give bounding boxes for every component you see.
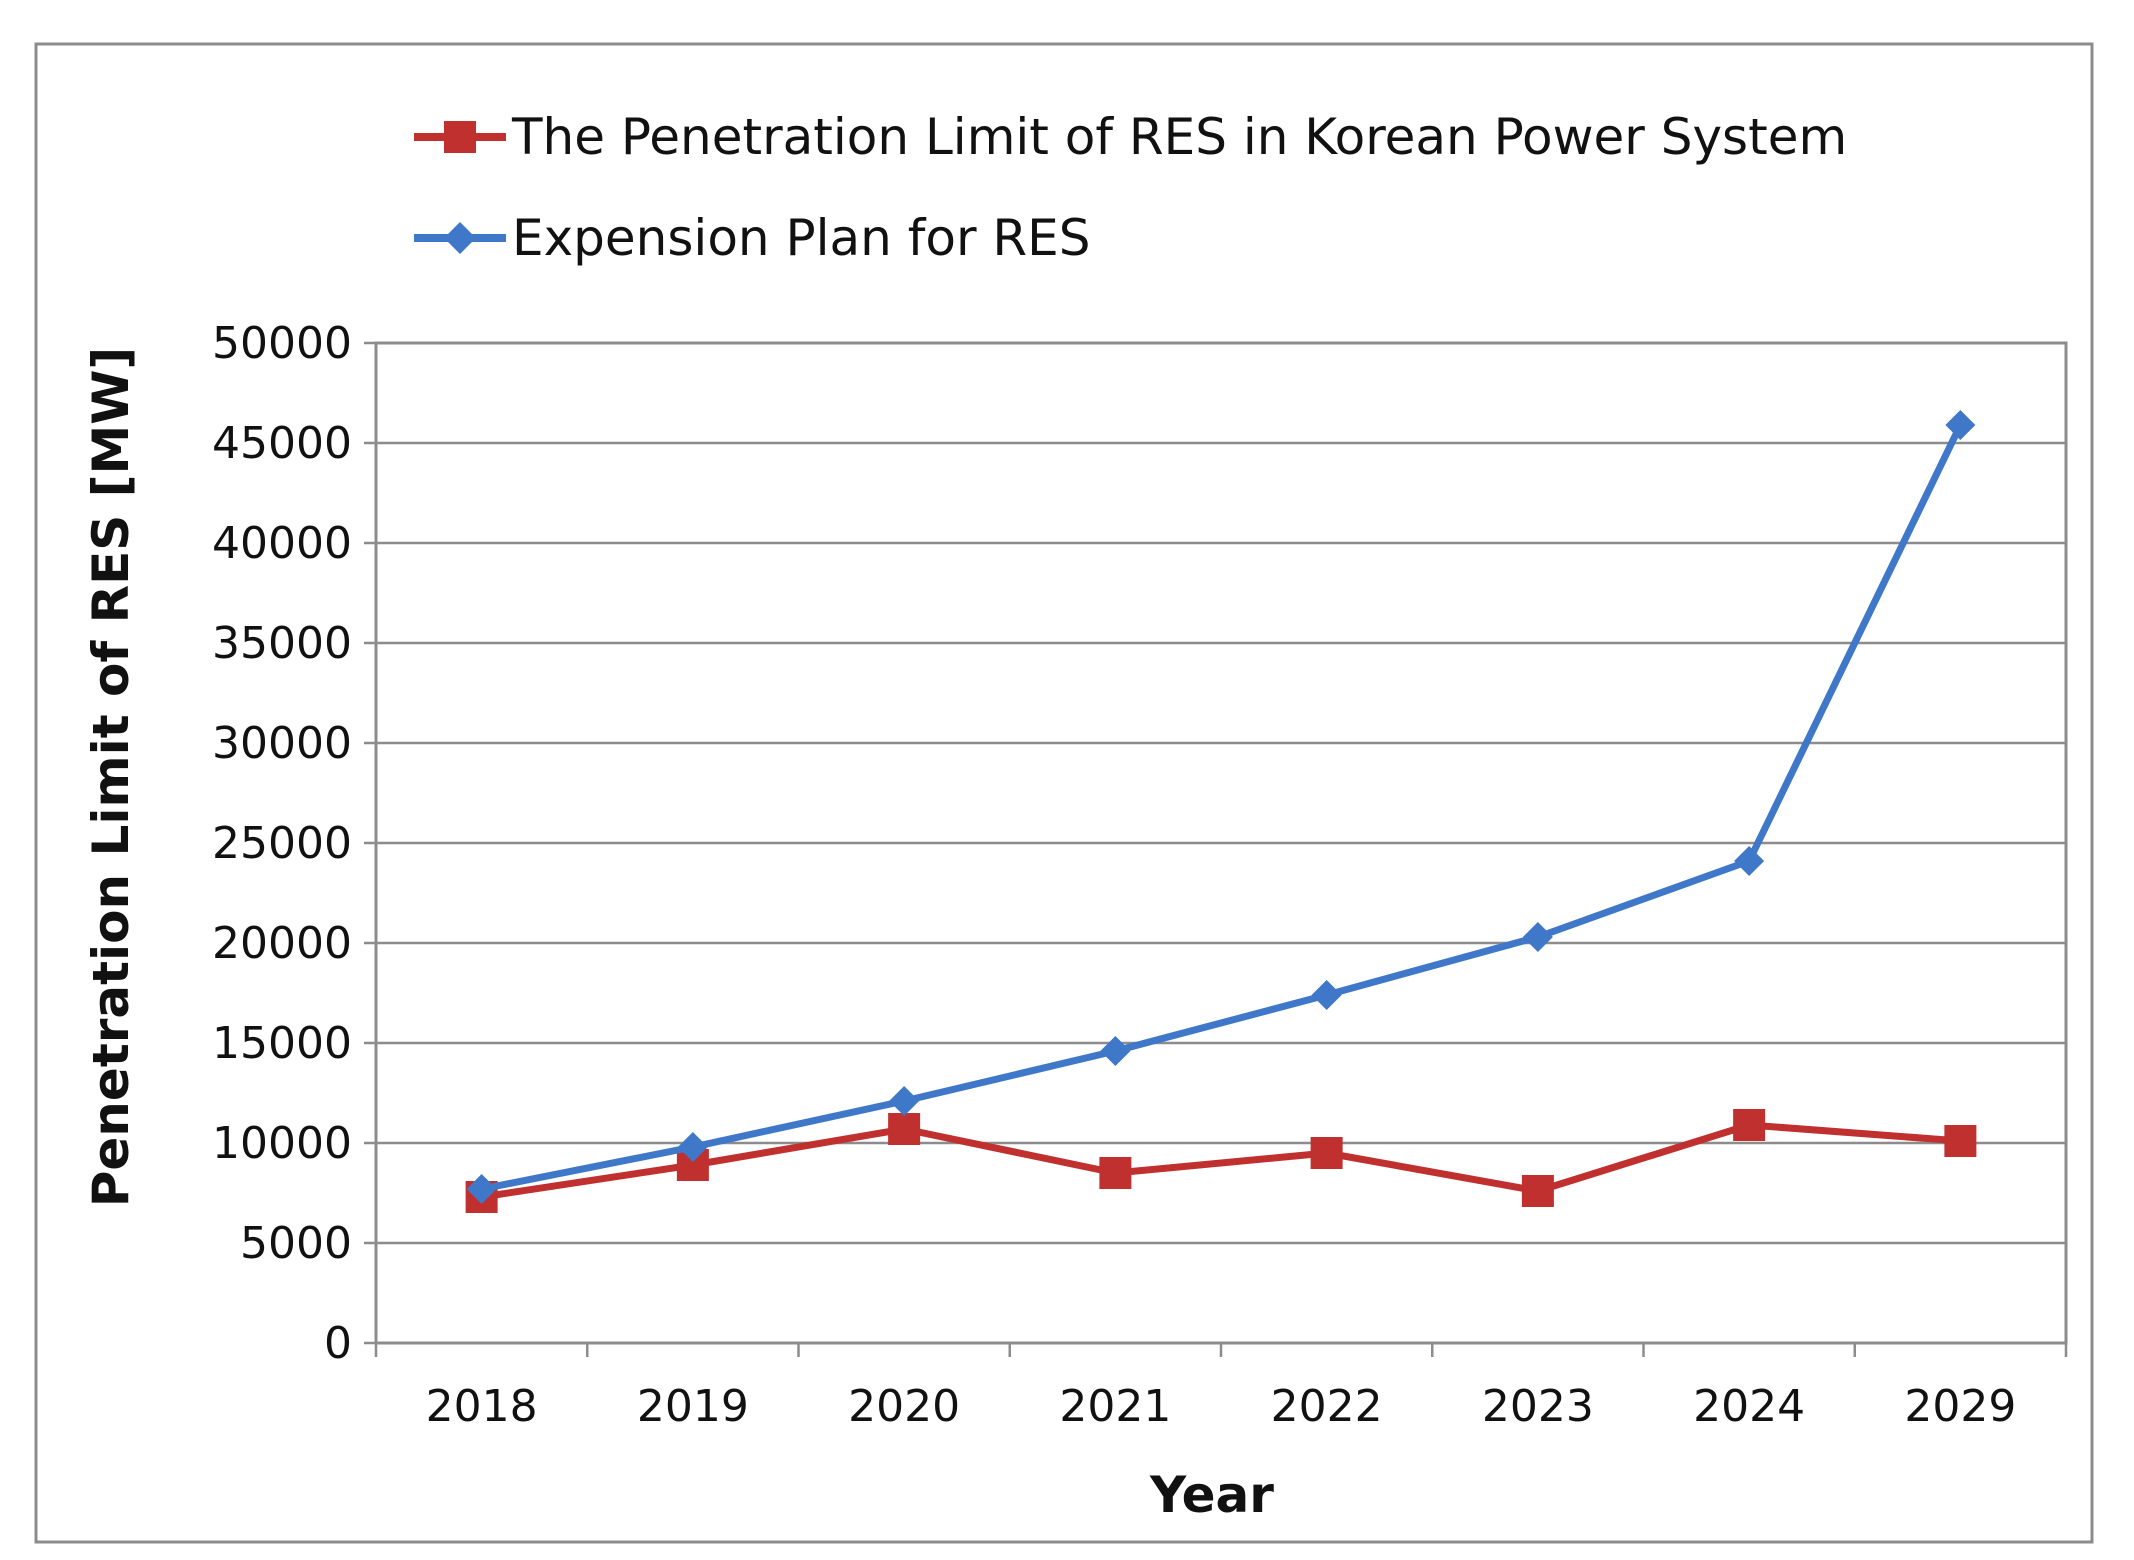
gridlines: [376, 441, 2066, 1245]
y-tick-label-50000: 50000: [212, 318, 352, 369]
y-tick-label-25000: 25000: [212, 818, 352, 869]
legend-marker-penetration-limit: [444, 121, 476, 153]
data-point-series-0-2024: [1733, 1109, 1766, 1141]
data-point-series-0-2029: [1944, 1125, 1977, 1157]
x-axis: 2018 2019 2020 2021 2022 2023 2024 2029: [374, 1343, 2068, 1432]
legend-label-penetration-limit: The Penetration Limit of RES in Korean P…: [511, 108, 1847, 166]
legend-label-expansion-plan: Expension Plan for RES: [512, 209, 1090, 267]
y-tick-label-15000: 15000: [212, 1018, 352, 1069]
y-tick-label-30000: 30000: [212, 718, 352, 769]
data-point-series-1-2019: [677, 1132, 708, 1162]
series-line-0: [481, 1121, 1961, 1201]
y-tick-label-0: 0: [324, 1318, 352, 1369]
y-tick-label-35000: 35000: [212, 618, 352, 669]
legend-marker-expansion-plan: [444, 222, 476, 254]
x-tick-label-2029: 2029: [1904, 1381, 2016, 1432]
data-point-series-1-2029: [1945, 410, 1976, 440]
data-point-series-1-2021: [1100, 1036, 1131, 1066]
x-tick-label-2022: 2022: [1271, 1381, 1383, 1432]
y-axis-title: Penetration Limit of RES [MW]: [82, 347, 140, 1208]
x-tick-label-2024: 2024: [1693, 1381, 1805, 1432]
data-point-series-1-2023: [1522, 922, 1553, 952]
data-point-series-0-2021: [1099, 1157, 1132, 1189]
data-point-series-1-2024: [1734, 846, 1765, 876]
series-1: [466, 410, 1976, 1204]
series-layer: [465, 410, 1977, 1213]
data-point-series-0-2023: [1521, 1175, 1554, 1207]
x-axis-title: Year: [1149, 1466, 1274, 1524]
x-tick-label-2020: 2020: [848, 1381, 960, 1432]
y-tick-label-40000: 40000: [212, 518, 352, 569]
x-tick-label-2021: 2021: [1059, 1381, 1171, 1432]
y-axis: 0 5000 10000 15000 20000 25000 30000 35000 40000…: [212, 318, 376, 1369]
legend-entry-penetration-limit: The Penetration Limit of RES in Korean P…: [414, 108, 1847, 166]
plot-area: 2018 2019 2020 2021 2022 2023 2024 2029 0 5000 10…: [212, 318, 2068, 1432]
x-tick-label-2019: 2019: [637, 1381, 749, 1432]
data-point-series-0-2022: [1310, 1137, 1343, 1169]
legend-entry-expansion-plan: Expension Plan for RES: [414, 209, 1090, 267]
data-point-series-0-2020: [888, 1113, 921, 1145]
legend: The Penetration Limit of RES in Korean P…: [414, 108, 1847, 267]
y-tick-label-20000: 20000: [212, 918, 352, 969]
y-tick-label-45000: 45000: [212, 418, 352, 469]
x-tick-label-2023: 2023: [1482, 1381, 1594, 1432]
data-point-series-1-2018: [466, 1174, 497, 1204]
data-point-series-1-2022: [1311, 980, 1342, 1010]
chart-frame: [34, 42, 2094, 1544]
series-line-1: [480, 423, 1964, 1193]
x-tick-label-2018: 2018: [426, 1381, 538, 1432]
y-tick-label-5000: 5000: [240, 1218, 352, 1269]
data-point-series-1-2020: [889, 1086, 920, 1116]
y-tick-label-10000: 10000: [212, 1118, 352, 1169]
